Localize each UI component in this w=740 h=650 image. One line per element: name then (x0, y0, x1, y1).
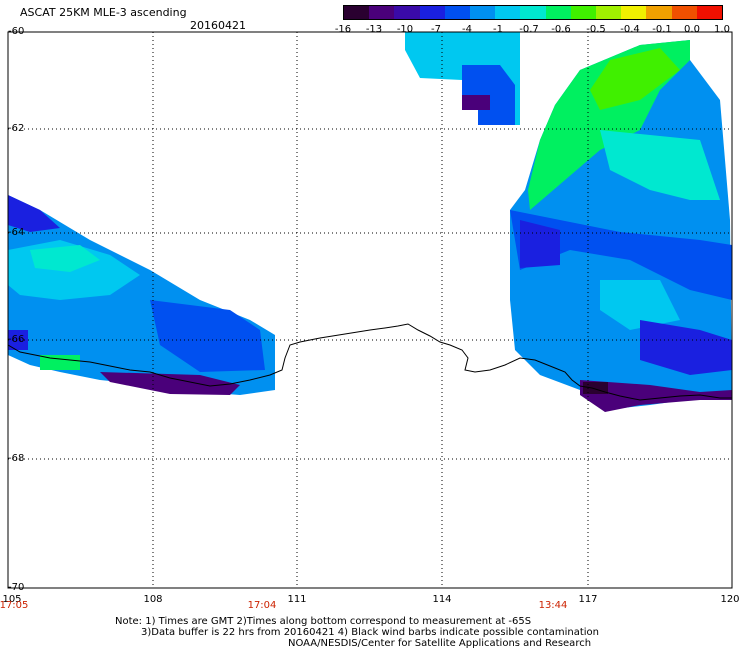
colorbar-swatch (671, 6, 697, 19)
colorbar-swatch (570, 6, 597, 19)
colorbar-swatch (369, 6, 395, 19)
colorbar-tick-label: -16 (334, 24, 352, 35)
colorbar-tick-label: -13 (365, 24, 383, 35)
latitude-label: -60 (8, 26, 25, 37)
wind-region (600, 280, 680, 330)
longitude-label: 105 (2, 594, 22, 605)
colorbar-swatch (470, 6, 496, 19)
map-date: 20160421 (190, 19, 246, 32)
longitude-label: 108 (143, 594, 163, 605)
colorbar-swatch (646, 6, 672, 19)
coastline (7, 323, 732, 401)
map-frame (7, 31, 733, 589)
wind-cell (40, 355, 80, 370)
map-title: ASCAT 25KM MLE-3 ascending (20, 6, 187, 19)
colorbar-swatch (419, 6, 445, 19)
colorbar-tick-label: 1.0 (714, 24, 730, 35)
colorbar-tick-label: -0.7 (519, 24, 539, 35)
wind-region (462, 95, 490, 110)
colorbar-tick-label: -10 (396, 24, 414, 35)
colorbar-swatch (696, 6, 723, 19)
longitude-label: 117 (578, 594, 598, 605)
footer-credit: NOAA/NESDIS/Center for Satellite Applica… (288, 638, 592, 649)
longitude-label: 114 (432, 594, 452, 605)
footer-note-2: 3)Data buffer is 22 hrs from 20160421 4)… (141, 627, 599, 638)
latitude-label: -62 (8, 123, 25, 134)
colorbar-tick-label: -7 (431, 24, 441, 35)
wind-region (580, 380, 732, 412)
swath-time-label: 13:44 (538, 600, 568, 611)
wind-region (510, 210, 732, 300)
wind-region (8, 195, 60, 232)
wind-data-swaths (8, 32, 732, 412)
colorbar-swatch (596, 6, 622, 19)
colorbar-swatch (495, 6, 521, 19)
wind-region (600, 130, 720, 200)
colorbar-swatch (520, 6, 546, 19)
colorbar-swatch (545, 6, 571, 19)
colorbar-tick-label: -0.4 (620, 24, 640, 35)
colorbar-tick-label: -0.1 (652, 24, 672, 35)
colorbar-tick-label: 0.0 (684, 24, 700, 35)
swath-time-label: 17:05 (0, 600, 29, 611)
colorbar-swatch (394, 6, 420, 19)
colorbar-tick-label: -1 (493, 24, 503, 35)
colorbar-tick-label: -4 (462, 24, 472, 35)
longitude-label: 111 (287, 594, 307, 605)
latitude-label: -64 (8, 227, 25, 238)
colorbar-swatch (444, 6, 471, 19)
latitude-label: -70 (8, 582, 25, 593)
latitude-label: -66 (8, 334, 25, 345)
colorbar-swatch (344, 6, 370, 19)
colorbar (343, 5, 723, 20)
wind-region (100, 372, 240, 395)
wind-region (590, 48, 680, 110)
wind-region (30, 245, 100, 272)
wind-region (640, 320, 732, 375)
wind-cell (8, 330, 28, 350)
colorbar-swatch (621, 6, 647, 19)
wind-region (520, 220, 560, 268)
longitude-label: 120 (720, 594, 740, 605)
latitude-label: -68 (8, 453, 25, 464)
swath-time-label: 17:04 (247, 600, 277, 611)
colorbar-tick-label: -0.5 (586, 24, 606, 35)
footer-note-1: Note: 1) Times are GMT 2)Times along bot… (115, 616, 532, 627)
wind-region (150, 300, 265, 372)
colorbar-tick-label: -0.6 (551, 24, 571, 35)
